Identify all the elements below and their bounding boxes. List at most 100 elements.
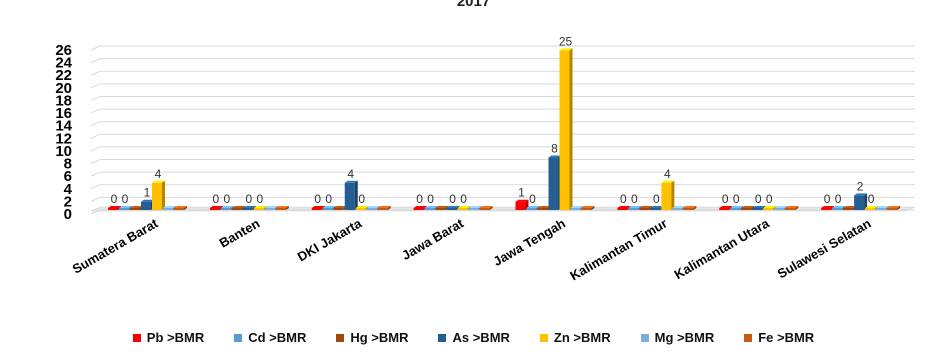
data-label: 0 <box>427 192 434 206</box>
data-label: 0 <box>224 192 231 206</box>
y-tick-label: 2 <box>64 193 72 210</box>
x-tick-label: Jawa Barat <box>399 215 467 263</box>
gridline-side <box>90 108 101 114</box>
gridline-side <box>90 58 101 64</box>
y-tick-label: 8 <box>64 156 72 173</box>
x-tick-label: Sumatera Barat <box>70 215 161 276</box>
bar <box>854 193 868 210</box>
data-label: 25 <box>559 34 573 48</box>
bar <box>785 206 799 210</box>
bar <box>581 206 595 210</box>
bar <box>377 206 391 210</box>
chart-title: 2017 <box>456 0 491 10</box>
x-tick-label: Banten <box>217 216 263 251</box>
legend-label: Pb >BMR <box>146 330 205 345</box>
data-label: 0 <box>257 192 264 206</box>
legend-label: As >BMR <box>452 330 510 345</box>
bar <box>661 180 675 210</box>
bar <box>479 206 493 210</box>
data-label: 1 <box>144 186 151 200</box>
bar <box>683 206 697 210</box>
bar <box>152 180 165 210</box>
data-label: 8 <box>551 142 558 156</box>
data-label: 0 <box>631 192 638 206</box>
data-label: 0 <box>868 192 875 206</box>
legend-swatch <box>132 333 141 342</box>
legend-swatch <box>336 333 345 342</box>
y-tick-label: 12 <box>55 130 72 147</box>
bar <box>559 48 573 210</box>
bar <box>887 206 901 210</box>
gridline-side <box>90 171 101 177</box>
bar <box>275 206 289 210</box>
data-label: 0 <box>653 192 660 206</box>
data-label: 0 <box>213 192 220 206</box>
data-label: 0 <box>460 192 467 206</box>
legend-label: Cd >BMR <box>248 330 307 345</box>
y-tick-label: 16 <box>55 105 72 122</box>
legend-item: Cd >BMR <box>234 330 306 345</box>
data-label: 0 <box>122 192 129 206</box>
data-label: 4 <box>664 167 671 181</box>
data-label: 0 <box>835 192 842 206</box>
legend-item: Pb >BMR <box>132 330 205 345</box>
legend-swatch <box>744 333 753 342</box>
gridline-side <box>90 196 101 202</box>
legend-swatch <box>640 333 649 342</box>
x-tick-label: Jawa Tengah <box>491 216 568 269</box>
y-tick-label: 20 <box>55 80 72 97</box>
data-label: 0 <box>824 192 831 206</box>
data-label: 0 <box>111 192 118 206</box>
data-label: 1 <box>518 186 525 200</box>
bar <box>174 206 187 210</box>
y-tick-label: 4 <box>64 181 73 198</box>
data-label: 0 <box>246 192 253 206</box>
data-label: 2 <box>857 179 864 193</box>
x-axis: Sumatera Barat Banten DKI Jakarta Jawa Bara… <box>70 215 874 283</box>
data-label: 0 <box>416 192 423 206</box>
gridline-side <box>90 146 101 152</box>
legend-item: Mg >BMR <box>640 330 715 345</box>
data-label: 0 <box>529 192 536 206</box>
y-tick-label: 6 <box>64 168 72 185</box>
gridline-side <box>90 121 101 127</box>
data-label: 0 <box>766 192 773 206</box>
legend-item: As >BMR <box>438 330 510 345</box>
x-tick-label: Kalimantan Timur <box>567 216 669 284</box>
gridline-side <box>90 96 101 101</box>
y-tick-label: 0 <box>64 206 72 223</box>
gridline-side <box>90 45 101 51</box>
data-label: 0 <box>620 192 627 206</box>
data-label: 0 <box>358 192 365 206</box>
data-label: 0 <box>722 192 729 206</box>
data-label: 0 <box>325 192 332 206</box>
gridline-side <box>90 70 101 76</box>
data-label: 0 <box>314 192 321 206</box>
y-tick-label: 24 <box>55 55 72 72</box>
y-tick-label: 26 <box>55 42 72 59</box>
x-tick-label: Sulawesi Selatan <box>775 216 874 282</box>
bar-series <box>108 48 901 210</box>
legend-item: Fe >BMR <box>744 330 814 345</box>
legend-label: Hg >BMR <box>350 330 409 345</box>
legend-item: Zn >BMR <box>539 330 611 345</box>
x-tick-label: DKI Jakarta <box>295 215 365 264</box>
legend-item: Hg >BMR <box>336 330 408 345</box>
y-tick-label: 14 <box>55 118 72 135</box>
legend-swatch <box>539 333 548 342</box>
legend-label: Mg >BMR <box>654 330 715 345</box>
gridlines <box>90 45 916 215</box>
gridline-side <box>90 83 101 89</box>
data-label: 4 <box>155 167 162 181</box>
data-label: 4 <box>347 167 354 181</box>
legend-label: Zn >BMR <box>553 330 611 345</box>
gridline-side <box>90 209 101 215</box>
y-tick-label: 18 <box>55 92 72 109</box>
legend-label: Fe >BMR <box>758 330 815 345</box>
legend-swatch <box>234 333 243 342</box>
data-label: 0 <box>733 192 740 206</box>
gridline-side <box>90 159 101 164</box>
